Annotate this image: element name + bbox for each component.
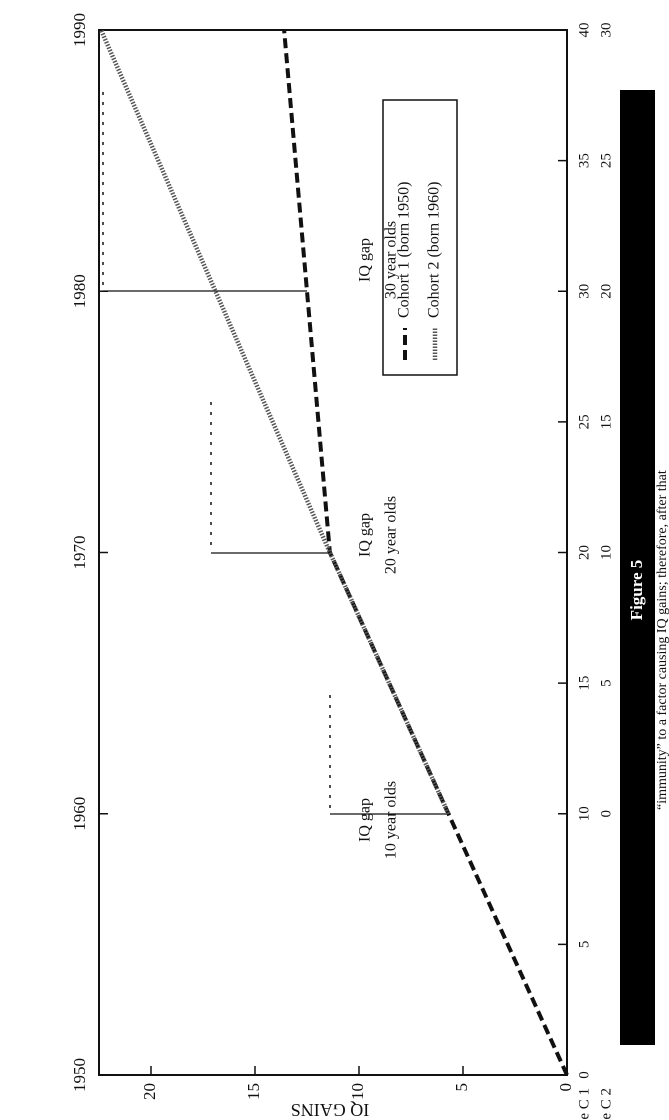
y-tick-label: 10	[348, 1083, 367, 1100]
y-tick-label: 5	[452, 1083, 471, 1092]
annotation: IQ gap	[357, 238, 374, 282]
y-tick-label: 0	[556, 1083, 575, 1092]
age-tick-label: 25	[598, 153, 614, 168]
age-tick-label: 30	[576, 284, 592, 299]
age-tick-label: 20	[576, 545, 592, 560]
age-tick-label: 35	[576, 153, 592, 168]
age-axis-label: Age C 2	[598, 1088, 614, 1120]
rotated-figure: Figure 5 “immunity” to a factor causing …	[70, 13, 669, 1120]
x-tick-label: 1980	[70, 274, 89, 308]
title-bar	[620, 90, 655, 1045]
legend-label: Cohort 2 (born 1960)	[426, 182, 443, 318]
annotation: 20 year olds	[383, 496, 400, 574]
series-line	[99, 29, 451, 815]
age-tick-label: 10	[576, 806, 592, 821]
age-tick-label: 0	[598, 810, 614, 818]
age-tick-label: 30	[598, 23, 614, 38]
legend-box	[382, 99, 458, 376]
annotation: 10 year olds	[383, 781, 400, 859]
age-tick-label: 15	[576, 676, 592, 691]
age-tick-label: 10	[598, 545, 614, 560]
legend-label: Cohort 1 (born 1950)	[396, 182, 413, 318]
x-tick-label: 1950	[70, 1058, 89, 1092]
caption: “immunity” to a factor causing IQ gains;…	[655, 470, 669, 810]
age-tick-label: 0	[576, 1071, 592, 1079]
y-tick-label: 20	[140, 1083, 159, 1100]
age-tick-label: 5	[598, 679, 614, 687]
age-tick-label: 5	[576, 941, 592, 949]
x-tick-label: 1990	[70, 13, 89, 47]
annotation: 30 year olds	[383, 221, 400, 299]
age-tick-label: 40	[576, 23, 592, 38]
age-axis-label: Age C 1	[576, 1088, 592, 1120]
age-tick-label: 20	[598, 284, 614, 299]
annotation: IQ gap	[357, 513, 374, 557]
figure-title: Figure 5	[627, 560, 646, 621]
y-axis-label: IQ GAINS	[291, 1100, 370, 1120]
x-tick-label: 1960	[70, 797, 89, 831]
annotation: IQ gap	[357, 798, 374, 842]
series-line	[282, 29, 569, 1076]
age-tick-label: 25	[576, 414, 592, 429]
y-tick-label: 15	[244, 1083, 263, 1100]
x-tick-label: 1970	[70, 536, 89, 570]
age-tick-label: 15	[598, 414, 614, 429]
